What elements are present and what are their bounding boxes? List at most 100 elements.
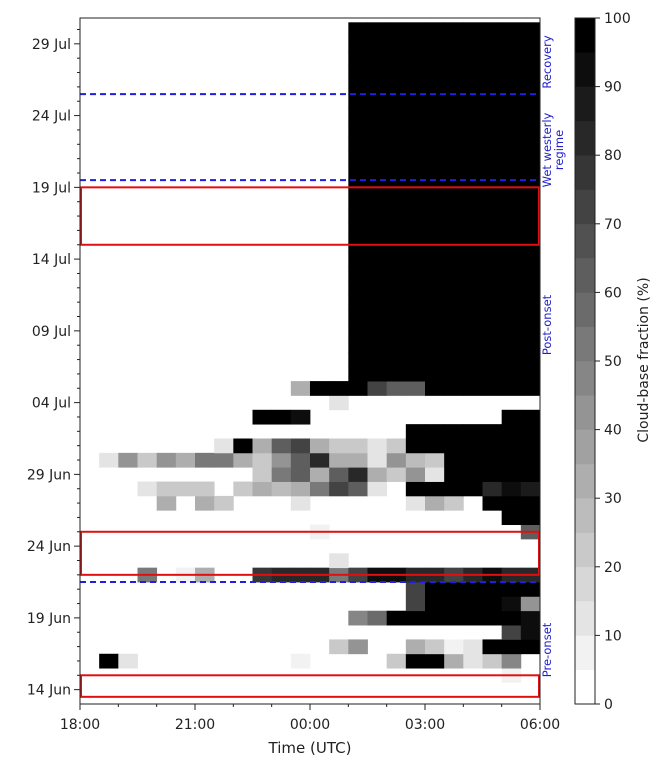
heatmap-cell [386, 36, 407, 52]
heatmap-cell [195, 452, 215, 468]
heatmap-cell [195, 495, 215, 511]
heatmap-cell [520, 108, 541, 124]
heatmap-cell [348, 223, 368, 238]
heatmap-cell [233, 452, 253, 468]
heatmap-cell [348, 22, 368, 38]
heatmap-cell [348, 122, 368, 138]
heatmap-cell [425, 653, 445, 669]
colorbar-segment [575, 498, 595, 533]
heatmap-cell [367, 452, 388, 468]
heatmap-cell [425, 137, 445, 152]
colorbar-tick-label: 70 [604, 217, 622, 233]
heatmap-cell [310, 452, 330, 468]
heatmap-cell [520, 223, 541, 238]
highlight-box [80, 674, 540, 698]
heatmap-cell [463, 352, 483, 368]
colorbar-tick-label: 100 [604, 11, 631, 27]
heatmap-cell [520, 194, 541, 210]
heatmap-cell [405, 223, 426, 238]
heatmap-cell [482, 79, 503, 95]
heatmap-cell [405, 323, 426, 339]
heatmap-cell [405, 452, 426, 468]
heatmap-cell [348, 65, 368, 81]
heatmap-cell [520, 495, 541, 511]
heatmap-cell [405, 352, 426, 368]
heatmap-cell [425, 424, 445, 439]
heatmap-cell [520, 366, 541, 382]
heatmap-cell [348, 108, 368, 124]
heatmap-cell [405, 22, 426, 38]
heatmap-cell [367, 208, 388, 224]
colorbar-segment [575, 601, 595, 636]
heatmap-cell [520, 94, 541, 109]
colorbar-segment [575, 223, 595, 259]
heatmap-cell [425, 251, 445, 267]
heatmap-cell [444, 309, 464, 325]
heatmap-cell [425, 452, 445, 468]
heatmap-cell [367, 79, 388, 95]
heatmap-cell [425, 438, 445, 454]
heatmap-cell [386, 366, 407, 382]
heatmap-cell [444, 108, 464, 124]
heatmap-cell [463, 65, 483, 81]
heatmap-cell [444, 639, 464, 655]
heatmap-cell [137, 481, 158, 497]
heatmap-cell [367, 266, 388, 282]
heatmap-cell [444, 338, 464, 353]
heatmap-cell [386, 438, 407, 454]
heatmap-cell [501, 352, 522, 368]
heatmap-cell [444, 381, 464, 396]
heatmap-cell [520, 165, 541, 181]
heatmap-cell [425, 467, 445, 482]
heatmap-cell [520, 610, 541, 626]
heatmap-cell [329, 481, 349, 497]
heatmap-cell [425, 309, 445, 325]
colorbar-segment [575, 258, 595, 293]
heatmap-cell [425, 323, 445, 339]
heatmap-cell [425, 223, 445, 238]
heatmap-cell [252, 438, 273, 454]
heatmap-cell [425, 639, 445, 655]
heatmap-cell [482, 266, 503, 282]
heatmap-cell [214, 438, 234, 454]
highlight-box [80, 186, 540, 246]
heatmap-cell [310, 381, 330, 396]
heatmap-cell [252, 409, 273, 425]
heatmap-cell [367, 36, 388, 52]
heatmap-cell [482, 381, 503, 396]
heatmap-cell [348, 309, 368, 325]
heatmap-cell [367, 94, 388, 109]
colorbar-title: Cloud-base fraction (%) [636, 277, 652, 442]
heatmap-cell [367, 223, 388, 238]
colorbar [574, 17, 596, 705]
heatmap-cell [520, 266, 541, 282]
heatmap-cell [348, 251, 368, 267]
heatmap-cell [386, 137, 407, 152]
heatmap-cell [501, 266, 522, 282]
heatmap-cell [405, 251, 426, 267]
colorbar-segment [575, 532, 595, 568]
heatmap-cell [520, 424, 541, 439]
heatmap-cell [386, 194, 407, 210]
heatmap-cell [348, 266, 368, 282]
heatmap-cell [386, 108, 407, 124]
heatmap-cell [501, 366, 522, 382]
colorbar-tick-label: 20 [604, 560, 622, 576]
heatmap-cell [444, 582, 464, 597]
heatmap-cell [501, 122, 522, 138]
regime-label: Post-onset [540, 294, 554, 355]
heatmap-cell [501, 625, 522, 640]
heatmap-cell [463, 280, 483, 296]
heatmap-cell [329, 438, 349, 454]
heatmap-cell [482, 165, 503, 181]
heatmap-cell [405, 122, 426, 138]
heatmap-cell [482, 438, 503, 454]
heatmap-cell [501, 280, 522, 296]
heatmap-cell [118, 452, 138, 468]
heatmap-cell [425, 79, 445, 95]
heatmap-cell [348, 280, 368, 296]
heatmap-cell [329, 553, 349, 569]
colorbar-segment [575, 566, 595, 602]
heatmap-cell [405, 65, 426, 81]
heatmap-cell [520, 79, 541, 95]
